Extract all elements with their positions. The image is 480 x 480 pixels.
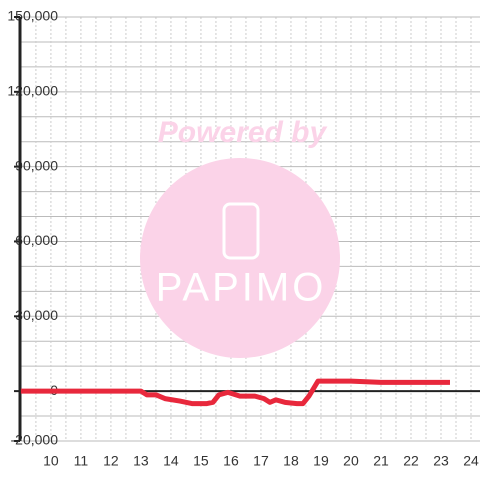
watermark-phone [222,202,260,260]
x-tick-label: 13 [133,453,149,469]
y-tick-label: 60,000 [15,232,58,248]
y-tick-label: -20,000 [11,432,59,448]
x-tick-label: 11 [74,453,89,469]
watermark-text: Powered by [158,116,328,149]
x-tick-label: 20 [343,453,359,469]
x-tick-label: 12 [103,453,119,469]
x-tick-label: 22 [403,453,419,469]
data-line [20,378,450,407]
x-tick-label: 15 [193,453,209,469]
x-tick-label: 14 [163,453,179,469]
y-tick-label: 30,000 [15,307,58,323]
watermark-logo: PAPIMO [156,266,327,310]
x-tick-label: 21 [373,453,389,469]
y-tick-label: 90,000 [15,157,58,173]
x-tick-label: 23 [433,453,449,469]
x-tick-label: 19 [313,453,329,469]
x-tick-label: 10 [43,453,59,469]
x-tick-label: 18 [283,453,299,469]
y-tick-label: 120,000 [7,83,58,99]
y-tick-label: 150,000 [7,8,58,24]
x-tick-label: 17 [253,453,269,469]
x-tick-label: 16 [223,453,239,469]
watermark: Powered by PAPIMO [140,116,340,358]
x-tick-label: 24 [463,453,479,469]
